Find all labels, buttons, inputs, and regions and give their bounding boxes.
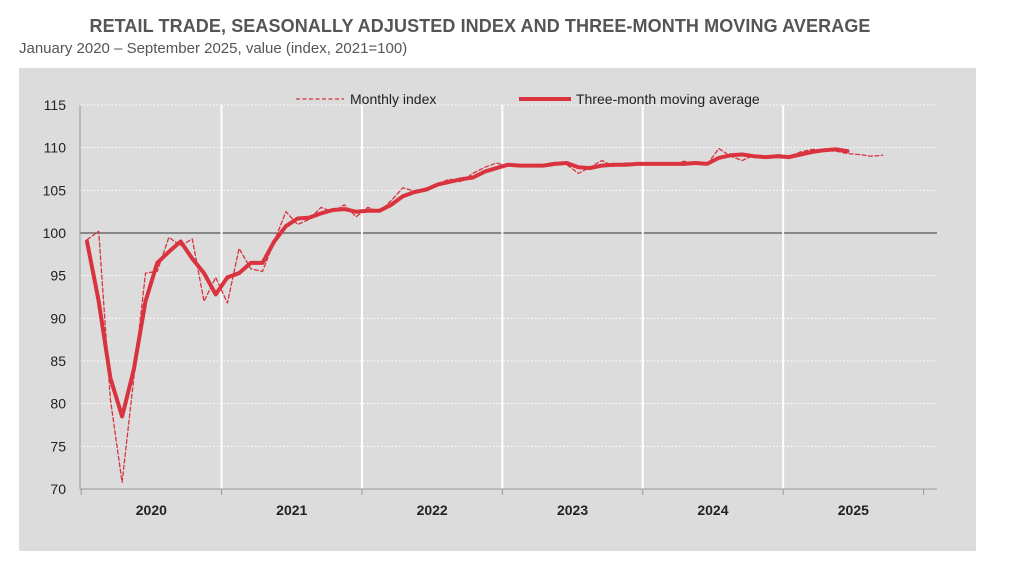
y-tick-label-85: 85 <box>50 353 66 369</box>
series-moving-average-line <box>85 147 850 419</box>
y-axis-labels: 70 75 80 85 90 95 100 105 110 115 <box>43 97 67 497</box>
y-tick-label-90: 90 <box>50 310 66 326</box>
y-tick-label-100: 100 <box>43 225 67 241</box>
x-tick-label-2022: 2022 <box>417 502 448 518</box>
x-axis-labels: 2020 2021 2022 2023 2024 2025 <box>136 502 869 518</box>
x-tick-label-2020: 2020 <box>136 502 167 518</box>
y-tick-label-105: 105 <box>43 182 67 198</box>
chart-title: RETAIL TRADE, SEASONALLY ADJUSTED INDEX … <box>89 16 871 36</box>
legend-label-moving-average: Three-month moving average <box>576 91 760 107</box>
chart-area: 70 75 80 85 90 95 100 105 110 115 2020 2021 2022 202… <box>19 68 976 551</box>
grid-lines <box>80 104 937 489</box>
y-tick-label-115: 115 <box>44 97 67 113</box>
x-tick-label-2021: 2021 <box>276 502 307 518</box>
x-tick-label-2023: 2023 <box>557 502 588 518</box>
legend: Monthly index Three-month moving average <box>296 91 760 107</box>
y-tick-label-75: 75 <box>50 438 66 454</box>
axes <box>79 105 937 495</box>
y-tick-label-110: 110 <box>44 140 67 156</box>
y-tick-label-70: 70 <box>50 481 66 497</box>
x-tick-label-2025: 2025 <box>838 502 869 518</box>
y-tick-label-95: 95 <box>50 268 66 284</box>
legend-label-monthly-index: Monthly index <box>350 91 436 107</box>
chart-subtitle: January 2020 – September 2025, value (in… <box>19 40 408 57</box>
series-group <box>85 147 884 483</box>
plot-area <box>80 105 937 489</box>
y-tick-label-80: 80 <box>50 396 66 412</box>
x-tick-label-2024: 2024 <box>697 502 728 518</box>
